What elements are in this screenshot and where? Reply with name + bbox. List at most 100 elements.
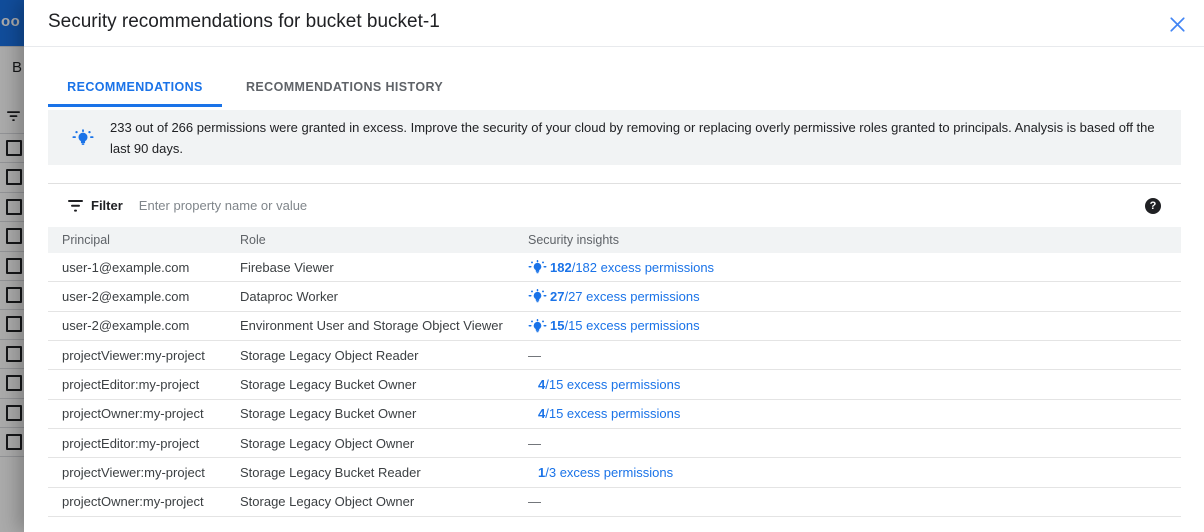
security-recommendations-dialog: Security recommendations for bucket buck… <box>24 0 1204 532</box>
security-insights-cell: 4/15 excess permissions <box>514 406 1181 421</box>
close-button[interactable] <box>1166 13 1188 35</box>
row-checkbox <box>6 198 22 215</box>
excess-count-bold: 182 <box>550 259 572 275</box>
insight-lightbulb-icon <box>72 129 94 146</box>
row-checkbox <box>6 286 22 303</box>
principal-cell: projectEditor:my-project <box>62 376 200 392</box>
dialog-header: Security recommendations for bucket buck… <box>24 0 1204 47</box>
principal-cell: projectEditor:my-project <box>62 435 200 451</box>
close-icon <box>1169 16 1186 33</box>
principal-cell: projectOwner:my-project <box>62 494 204 510</box>
modal-scrim <box>0 0 24 532</box>
excess-count-bold: 27 <box>550 288 565 304</box>
security-insights-cell: 1/3 excess permissions <box>514 465 1181 480</box>
background-list-row <box>0 221 24 250</box>
tab-recommendations-label: RECOMMENDATIONS <box>67 80 203 94</box>
role-cell: Dataproc Worker <box>240 288 339 304</box>
filter-label: Filter <box>91 198 123 213</box>
filter-input[interactable] <box>136 197 1145 214</box>
principal-cell: projectViewer:my-project <box>62 347 205 363</box>
security-insights-cell: — <box>514 494 1181 509</box>
no-insight-dash: — <box>528 494 541 510</box>
table-row: projectOwner:my-project Storage Legacy Bu… <box>48 400 1181 429</box>
excess-permissions-link[interactable]: 27/27 excess permissions <box>528 289 1181 304</box>
table-row: projectOwner:my-project Storage Legacy Ob… <box>48 488 1181 517</box>
column-header-security-insights: Security insights <box>528 233 620 247</box>
no-insight-dash: — <box>528 435 541 451</box>
filter-bar: Filter ? <box>48 183 1181 227</box>
dialog-title: Security recommendations for bucket buck… <box>48 11 440 32</box>
column-header-principal: Principal <box>62 233 110 247</box>
recommendations-table: Principal Role Security insights user-1@ex… <box>48 227 1181 517</box>
table-row: projectEditor:my-project Storage Legacy B… <box>48 370 1181 400</box>
excess-count-bold: 15 <box>550 318 565 334</box>
background-page-strip: oo B <box>0 0 24 532</box>
excess-permissions-text: /15 excess permissions <box>545 406 681 422</box>
table-row: projectViewer:my-project Storage Legacy B… <box>48 458 1181 488</box>
background-list-row <box>0 133 24 162</box>
role-cell: Environment User and Storage Object View… <box>240 318 503 334</box>
row-checkbox <box>6 375 22 392</box>
insight-lightbulb-icon <box>528 318 550 333</box>
excess-permissions-link[interactable]: 182/182 excess permissions <box>528 260 1181 275</box>
excess-permissions-text: /27 excess permissions <box>564 288 700 304</box>
role-cell: Firebase Viewer <box>240 259 334 275</box>
excess-permissions-link[interactable]: 15/15 excess permissions <box>528 318 1181 333</box>
tab-recommendations[interactable]: RECOMMENDATIONS <box>48 48 222 107</box>
row-checkbox <box>6 140 22 156</box>
security-insights-cell: 27/27 excess permissions <box>514 289 1181 304</box>
row-checkbox <box>6 228 22 245</box>
filter-list-icon <box>7 109 20 127</box>
principal-cell: projectViewer:my-project <box>62 464 205 480</box>
role-cell: Storage Legacy Object Owner <box>240 435 415 451</box>
excess-count-bold: 4 <box>538 376 546 392</box>
principal-cell: user-1@example.com <box>62 259 190 275</box>
excess-permissions-text: /15 excess permissions <box>564 318 700 334</box>
row-checkbox <box>6 316 22 333</box>
security-insights-cell: — <box>514 348 1181 363</box>
background-list-row <box>0 309 24 338</box>
background-list-row <box>0 426 24 456</box>
table-row: projectEditor:my-project Storage Legacy O… <box>48 429 1181 459</box>
excess-permissions-banner: 233 out of 266 permissions were granted … <box>48 110 1181 165</box>
background-list-row <box>0 368 24 397</box>
insight-lightbulb-icon <box>528 260 550 274</box>
security-insights-cell: 4/15 excess permissions <box>514 377 1181 392</box>
table-body: user-1@example.com Firebase Viewer 182/182… <box>48 253 1181 517</box>
security-insights-cell: 182/182 excess permissions <box>514 260 1181 275</box>
help-icon[interactable]: ? <box>1145 197 1161 214</box>
row-checkbox <box>6 433 22 450</box>
table-header-row: Principal Role Security insights <box>48 227 1181 253</box>
excess-count-bold: 1 <box>538 464 546 480</box>
security-insights-cell: — <box>514 436 1181 451</box>
table-row: user-1@example.com Firebase Viewer 182/182… <box>48 253 1181 283</box>
table-row: projectViewer:my-project Storage Legacy O… <box>48 341 1181 371</box>
background-list-row <box>0 338 24 368</box>
tab-recommendations-history-label: RECOMMENDATIONS HISTORY <box>246 80 444 94</box>
background-list-row <box>0 456 24 485</box>
background-list-row <box>0 250 24 280</box>
excess-permissions-link[interactable]: 1/3 excess permissions <box>538 465 1181 480</box>
excess-permissions-text: /182 excess permissions <box>571 259 715 275</box>
principal-cell: user-2@example.com <box>62 318 190 334</box>
filter-list-icon <box>68 199 83 212</box>
cloud-logo-fragment: oo <box>1 13 21 30</box>
banner-text: 233 out of 266 permissions were granted … <box>110 119 1155 156</box>
role-cell: Storage Legacy Bucket Reader <box>240 464 421 480</box>
role-cell: Storage Legacy Object Reader <box>240 347 419 363</box>
excess-permissions-link[interactable]: 4/15 excess permissions <box>538 406 1181 421</box>
tab-bar: RECOMMENDATIONS RECOMMENDATIONS HISTORY <box>48 48 467 107</box>
role-cell: Storage Legacy Object Owner <box>240 494 415 510</box>
row-checkbox <box>6 257 22 274</box>
role-cell: Storage Legacy Bucket Owner <box>240 406 417 422</box>
row-checkbox <box>6 404 22 421</box>
role-cell: Storage Legacy Bucket Owner <box>240 376 417 392</box>
tab-recommendations-history[interactable]: RECOMMENDATIONS HISTORY <box>222 48 467 107</box>
excess-permissions-text: /15 excess permissions <box>545 376 681 392</box>
excess-permissions-link[interactable]: 4/15 excess permissions <box>538 377 1181 392</box>
table-row: user-2@example.com Dataproc Worker 27/27 e… <box>48 282 1181 312</box>
column-header-role: Role <box>240 233 266 247</box>
excess-permissions-text: /3 excess permissions <box>545 464 674 480</box>
background-appbar: oo <box>0 0 24 47</box>
background-list-row <box>0 397 24 427</box>
